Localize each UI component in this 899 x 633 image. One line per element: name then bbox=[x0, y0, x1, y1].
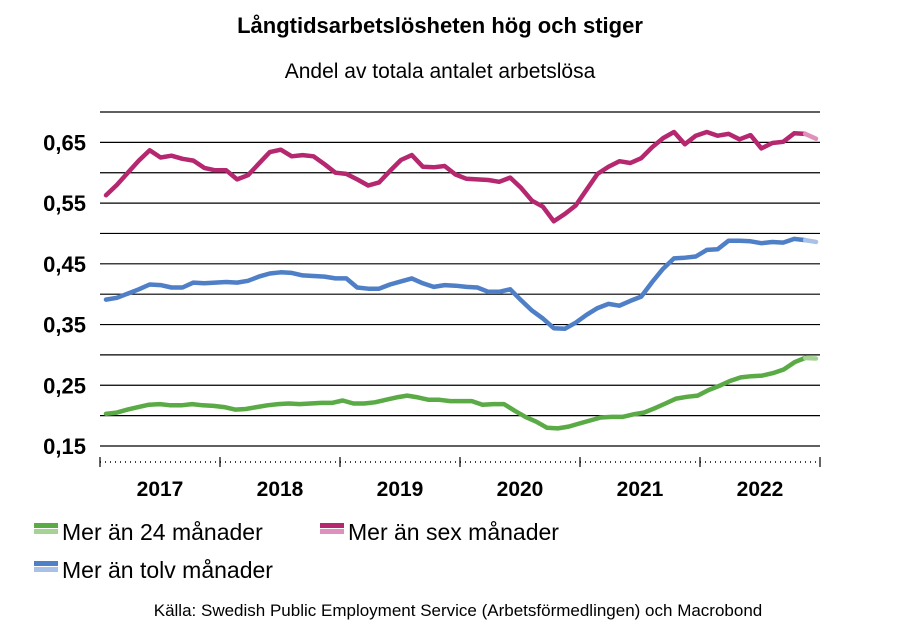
legend-swatch-projection bbox=[34, 529, 58, 534]
x-tick-label: 2020 bbox=[497, 478, 544, 501]
y-tick-label: 0,65 bbox=[43, 130, 86, 155]
y-tick-label: 0,35 bbox=[43, 313, 86, 338]
legend-swatch-projection bbox=[320, 529, 344, 534]
legend-label: Mer än tolv månader bbox=[62, 557, 273, 583]
y-tick-label: 0,55 bbox=[43, 191, 86, 216]
gridlines bbox=[100, 111, 820, 447]
series-line-1 bbox=[103, 129, 808, 224]
series-line-2 bbox=[103, 236, 808, 332]
x-tick-label: 2022 bbox=[737, 478, 784, 501]
legend-swatch bbox=[34, 561, 58, 566]
series-projection-1 bbox=[802, 131, 819, 141]
legend-label: Mer än sex månader bbox=[348, 519, 559, 545]
series-projection-0 bbox=[802, 355, 819, 361]
series-lines bbox=[103, 129, 819, 431]
x-tick-label: 2021 bbox=[617, 478, 664, 501]
x-tick-label: 2019 bbox=[377, 478, 424, 501]
chart-subtitle: Andel av totala antalet arbetslösa bbox=[285, 60, 596, 83]
y-axis-ticks: 0,65 0,55 0,45 0,35 0,25 0,15 bbox=[43, 130, 86, 459]
y-tick-label: 0,45 bbox=[43, 252, 86, 277]
x-tick-label: 2018 bbox=[257, 478, 304, 501]
series-line-0 bbox=[103, 355, 808, 431]
legend-label: Mer än 24 månader bbox=[62, 519, 263, 545]
x-tick-label: 2017 bbox=[137, 478, 184, 501]
legend: Mer än 24 månader Mer än sex månader Mer ä… bbox=[34, 519, 559, 583]
source-note: Källa: Swedish Public Employment Service… bbox=[154, 601, 763, 620]
x-axis: 2017 2018 2019 2020 2021 2022 bbox=[99, 457, 821, 501]
y-tick-label: 0,25 bbox=[43, 373, 86, 398]
chart-title: Långtidsarbetslösheten hög och stiger bbox=[237, 13, 643, 38]
series-projection-2 bbox=[802, 237, 819, 245]
legend-swatch-projection bbox=[34, 567, 58, 572]
legend-swatch bbox=[320, 523, 344, 528]
legend-swatch bbox=[34, 523, 58, 528]
y-tick-label: 0,15 bbox=[43, 434, 86, 459]
